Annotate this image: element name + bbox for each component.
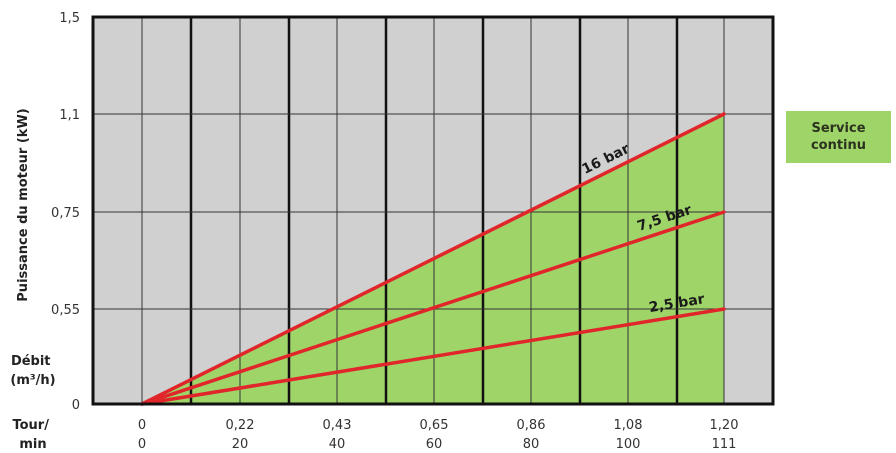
series-line-1: [140, 210, 726, 406]
x-flow-tick-3: 0,65: [420, 418, 449, 433]
y-tick-2: 0,75: [51, 206, 80, 221]
x-flow-axis-label: Débit (m³/h): [10, 354, 55, 388]
x-flow-tick-1: 0,22: [226, 418, 255, 433]
legend-continuous-service: Service continu: [786, 111, 891, 163]
x-speed-axis-label-line1: Tour/: [12, 418, 49, 433]
x-speed-tick-4: 80: [523, 437, 540, 452]
x-speed-tick-labels: 0 20 40 60 80 100 111: [138, 437, 737, 452]
y-axis-label: Puissance du moteur (kW): [16, 108, 31, 301]
legend-line-1: Service: [811, 121, 866, 136]
x-speed-axis-label: Tour/ min: [12, 418, 53, 452]
x-flow-tick-4: 0,86: [517, 418, 546, 433]
plot-frame: [91, 15, 775, 406]
series-lines: [140, 112, 726, 406]
x-speed-tick-1: 20: [232, 437, 249, 452]
legend-line-2: continu: [810, 138, 867, 153]
series-line-0: [140, 112, 726, 406]
x-speed-tick-2: 40: [329, 437, 346, 452]
x-speed-tick-6: 111: [712, 437, 737, 452]
x-speed-tick-3: 60: [426, 437, 443, 452]
x-flow-axis-label-line2: (m³/h): [10, 373, 55, 388]
y-tick-labels: 0 0,55 0,75 1,1 1,5: [51, 11, 80, 413]
x-speed-tick-5: 100: [616, 437, 641, 452]
series-line-2: [140, 307, 726, 406]
x-flow-tick-5: 1,08: [614, 418, 643, 433]
x-flow-axis-label-line1: Débit: [11, 354, 51, 369]
y-tick-1: 0,55: [51, 303, 80, 318]
x-flow-tick-2: 0,43: [323, 418, 352, 433]
x-flow-tick-0: 0: [138, 418, 146, 433]
x-flow-tick-6: 1,20: [710, 418, 739, 433]
y-tick-4: 1,5: [59, 11, 80, 26]
grid: [93, 17, 773, 404]
x-flow-tick-labels: 0 0,22 0,43 0,65 0,86 1,08 1,20: [138, 418, 739, 433]
y-tick-0: 0: [72, 398, 80, 413]
x-speed-axis-label-line2: min: [19, 437, 46, 452]
x-speed-tick-0: 0: [138, 437, 146, 452]
y-tick-3: 1,1: [59, 108, 80, 123]
